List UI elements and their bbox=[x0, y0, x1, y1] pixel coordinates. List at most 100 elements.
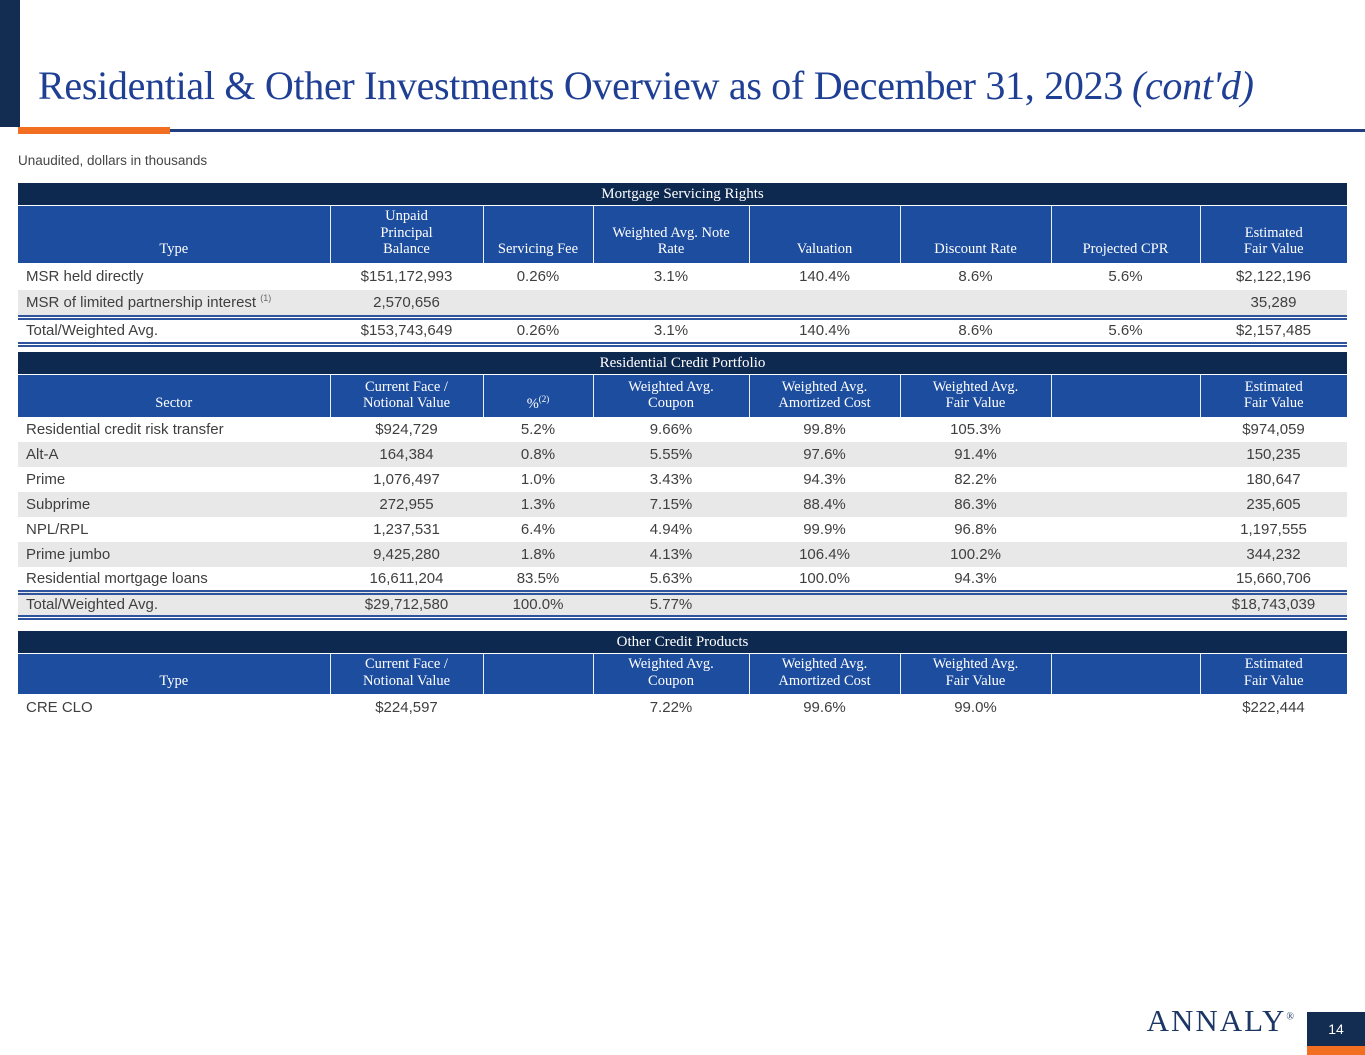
value-cell: $2,157,485 bbox=[1200, 314, 1347, 347]
value-cell: 5.6% bbox=[1051, 314, 1200, 347]
page-number: 14 bbox=[1328, 1021, 1344, 1037]
value-cell: 16,611,204 bbox=[330, 567, 483, 592]
corner-accent-bar bbox=[0, 0, 20, 127]
value-cell bbox=[483, 694, 593, 722]
table-row: MSR of limited partnership interest (1) 2… bbox=[18, 290, 1347, 318]
annaly-logo: ANNALY® bbox=[1110, 1003, 1294, 1039]
column-header: Estimated Fair Value bbox=[1199, 375, 1347, 417]
value-cell: $18,743,039 bbox=[1200, 589, 1347, 620]
row-label-cell: MSR held directly bbox=[18, 263, 330, 291]
column-header: Current Face / Notional Value bbox=[329, 375, 483, 417]
column-header: Weighted Avg. Coupon bbox=[592, 375, 749, 417]
table-row: MSR held directly $151,172,993 0.26% 3.1% 14… bbox=[18, 263, 1347, 291]
value-cell bbox=[1051, 467, 1200, 492]
residential-credit-portfolio-table: Residential Credit Portfolio Sector Curren… bbox=[18, 352, 1347, 620]
column-header: Sector bbox=[18, 375, 330, 417]
value-cell bbox=[900, 589, 1051, 620]
header-row: Type Unpaid Principal Balance Servicing Fee W… bbox=[18, 206, 1347, 264]
value-cell: 344,232 bbox=[1200, 542, 1347, 567]
navy-rule bbox=[170, 129, 1365, 132]
value-cell: 3.1% bbox=[593, 263, 749, 291]
row-label-cell: Prime jumbo bbox=[18, 542, 330, 567]
page-number-accent-bar bbox=[1307, 1046, 1365, 1055]
column-header: Servicing Fee bbox=[482, 206, 593, 264]
table-row: Prime jumbo 9,425,280 1.8% 4.13% 106.4% 100.2… bbox=[18, 542, 1347, 567]
value-cell: 0.26% bbox=[483, 314, 593, 347]
table-row: Prime 1,076,497 1.0% 3.43% 94.3% 82.2% 180,647 bbox=[18, 467, 1347, 492]
value-cell: 7.15% bbox=[593, 492, 749, 517]
value-cell bbox=[1051, 517, 1200, 542]
row-label-cell: Residential credit risk transfer bbox=[18, 417, 330, 442]
value-cell: 100.0% bbox=[483, 589, 593, 620]
table-row: Alt-A 164,384 0.8% 5.55% 97.6% 91.4% 150,235 bbox=[18, 442, 1347, 467]
value-cell: 35,289 bbox=[1200, 290, 1347, 318]
orange-rule bbox=[18, 127, 170, 134]
column-header bbox=[482, 654, 593, 695]
value-cell: 7.22% bbox=[593, 694, 749, 722]
value-cell bbox=[749, 589, 900, 620]
value-cell bbox=[749, 290, 900, 318]
value-cell: 164,384 bbox=[330, 442, 483, 467]
value-cell bbox=[1051, 694, 1200, 722]
table-row: Total/Weighted Avg. $153,743,649 0.26% 3.1%… bbox=[18, 314, 1347, 347]
column-header: Weighted Avg. Amortized Cost bbox=[748, 654, 900, 695]
value-cell: 8.6% bbox=[900, 314, 1051, 347]
row-label-cell: Prime bbox=[18, 467, 330, 492]
value-cell: 3.1% bbox=[593, 314, 749, 347]
value-cell bbox=[900, 290, 1051, 318]
table-row: Subprime 272,955 1.3% 7.15% 88.4% 86.3% 235,60… bbox=[18, 492, 1347, 517]
value-cell: 150,235 bbox=[1200, 442, 1347, 467]
row-label-cell: Total/Weighted Avg. bbox=[18, 589, 330, 620]
column-header: Weighted Avg. Note Rate bbox=[592, 206, 749, 264]
value-cell bbox=[1051, 589, 1200, 620]
footnote-marker: (2) bbox=[538, 393, 550, 404]
value-cell: 1,076,497 bbox=[330, 467, 483, 492]
value-cell: $153,743,649 bbox=[330, 314, 483, 347]
row-label-cell: Subprime bbox=[18, 492, 330, 517]
value-cell bbox=[1051, 442, 1200, 467]
value-cell: 100.2% bbox=[900, 542, 1051, 567]
column-header: Weighted Avg. Amortized Cost bbox=[748, 375, 900, 417]
value-cell: 180,647 bbox=[1200, 467, 1347, 492]
value-cell bbox=[1051, 567, 1200, 592]
unaudited-note: Unaudited, dollars in thousands bbox=[18, 153, 208, 168]
table-row: Total/Weighted Avg. $29,712,580 100.0% 5.77… bbox=[18, 589, 1347, 620]
table-title-band: Mortgage Servicing Rights bbox=[18, 183, 1347, 206]
column-header: Estimated Fair Value bbox=[1199, 654, 1347, 695]
column-header bbox=[1050, 654, 1200, 695]
column-header: Type bbox=[18, 206, 330, 264]
value-cell: 140.4% bbox=[749, 314, 900, 347]
column-header: Type bbox=[18, 654, 330, 695]
column-header: Valuation bbox=[748, 206, 900, 264]
column-header: Weighted Avg. Coupon bbox=[592, 654, 749, 695]
value-cell: 100.0% bbox=[749, 567, 900, 592]
page-title-suffix: (cont'd) bbox=[1131, 63, 1254, 108]
column-header: Discount Rate bbox=[899, 206, 1051, 264]
value-cell: 15,660,706 bbox=[1200, 567, 1347, 592]
value-cell: 99.9% bbox=[749, 517, 900, 542]
value-cell: 272,955 bbox=[330, 492, 483, 517]
value-cell: 88.4% bbox=[749, 492, 900, 517]
row-label-cell: NPL/RPL bbox=[18, 517, 330, 542]
table-row: NPL/RPL 1,237,531 6.4% 4.94% 99.9% 96.8% 1,197… bbox=[18, 517, 1347, 542]
value-cell: 94.3% bbox=[749, 467, 900, 492]
value-cell: 0.26% bbox=[483, 263, 593, 291]
value-cell: 86.3% bbox=[900, 492, 1051, 517]
value-cell: 6.4% bbox=[483, 517, 593, 542]
value-cell: 8.6% bbox=[900, 263, 1051, 291]
value-cell: 4.94% bbox=[593, 517, 749, 542]
annaly-logo-text: ANNALY bbox=[1146, 1003, 1287, 1038]
value-cell: 97.6% bbox=[749, 442, 900, 467]
value-cell bbox=[1051, 290, 1200, 318]
column-header: Weighted Avg. Fair Value bbox=[899, 375, 1051, 417]
table-row: Residential credit risk transfer $924,729… bbox=[18, 417, 1347, 442]
value-cell: 96.8% bbox=[900, 517, 1051, 542]
value-cell: 1.3% bbox=[483, 492, 593, 517]
value-cell: 105.3% bbox=[900, 417, 1051, 442]
page-number-box: 14 bbox=[1307, 1012, 1365, 1046]
value-cell: $151,172,993 bbox=[330, 263, 483, 291]
footnote-marker: (1) bbox=[260, 293, 272, 304]
value-cell: 1.8% bbox=[483, 542, 593, 567]
value-cell: $224,597 bbox=[330, 694, 483, 722]
column-header: Projected CPR bbox=[1050, 206, 1200, 264]
